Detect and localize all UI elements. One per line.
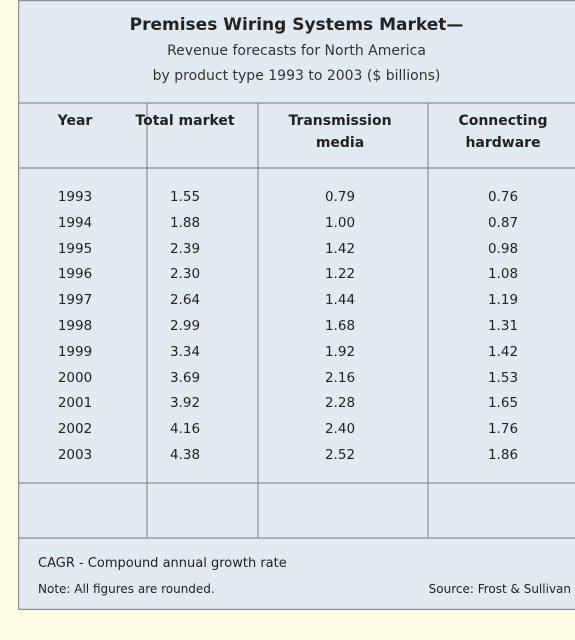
footer-source: Source: Frost & Sullivan xyxy=(428,582,571,596)
table-cell: 1.55 xyxy=(169,189,201,205)
table-cell: 1.68 xyxy=(324,318,356,334)
row-year: 1996 xyxy=(57,266,93,283)
footer-note: Note: All figures are rounded. xyxy=(38,582,215,596)
table-cell: 3.34 xyxy=(169,343,201,360)
row-year: 1999 xyxy=(57,343,93,360)
table-subtitle: Revenue forecasts for North America xyxy=(167,43,426,59)
table-cell: 4.16 xyxy=(169,421,201,438)
row-year: 1997 xyxy=(57,292,93,309)
table-cell: 1.22 xyxy=(324,266,356,283)
table-cell: 2.39 xyxy=(169,240,201,257)
table-cell: 0.87 xyxy=(487,214,519,231)
table-cell: 1.86 xyxy=(487,447,519,463)
table-cell: 2.99 xyxy=(169,318,201,334)
table-cell: 2.16 xyxy=(324,369,356,386)
footer-definition: CAGR - Compound annual growth rate xyxy=(38,556,287,571)
table-cell: 0.79 xyxy=(324,189,356,205)
table-panel xyxy=(18,0,575,610)
table-cell: 2.40 xyxy=(324,421,356,438)
table-cell: 1.19 xyxy=(487,292,519,309)
row-year: 1993 xyxy=(57,189,93,205)
column-header: Total market xyxy=(135,113,235,129)
table-cell: 1.31 xyxy=(487,318,519,334)
row-year: 2003 xyxy=(57,447,93,463)
table-subtitle: by product type 1993 to 2003 ($ billions… xyxy=(152,68,441,84)
table-cell: 3.92 xyxy=(169,395,201,412)
column-header: Transmission media xyxy=(288,113,392,151)
row-year: 2001 xyxy=(57,395,93,412)
table-cell: 2.30 xyxy=(169,266,201,283)
table-cell: 2.64 xyxy=(169,292,201,309)
table-cell: 1.53 xyxy=(487,369,519,386)
table-cell: 1.42 xyxy=(487,343,519,360)
table-cell: 3.69 xyxy=(169,369,201,386)
table-cell: 1.42 xyxy=(324,240,356,257)
row-year: 1994 xyxy=(57,214,93,231)
table-cell: 2.28 xyxy=(324,395,356,412)
table-cell: 4.38 xyxy=(169,447,201,463)
row-year: 1995 xyxy=(57,240,93,257)
table-cell: 1.76 xyxy=(487,421,519,438)
table-cell: 1.08 xyxy=(487,266,519,283)
table-cell: 0.98 xyxy=(487,240,519,257)
column-header: Connecting hardware xyxy=(458,113,548,151)
table-cell: 2.52 xyxy=(324,447,356,463)
table-cell: 0.76 xyxy=(487,189,519,205)
row-year: 2002 xyxy=(57,421,93,438)
table-cell: 1.92 xyxy=(324,343,356,360)
table-cell: 1.00 xyxy=(324,214,356,231)
row-year: 2000 xyxy=(57,369,93,386)
row-year: 1998 xyxy=(57,318,93,334)
table-cell: 1.44 xyxy=(324,292,356,309)
column-header: Year xyxy=(57,113,93,129)
table-cell: 1.88 xyxy=(169,214,201,231)
table-title: Premises Wiring Systems Market— xyxy=(129,15,464,35)
table-cell: 1.65 xyxy=(487,395,519,412)
